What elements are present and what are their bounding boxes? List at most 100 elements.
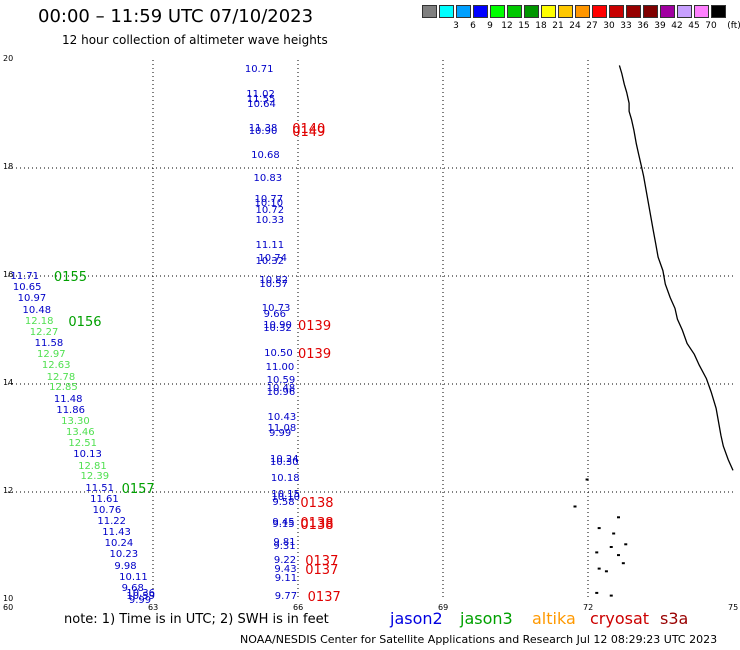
legend-label: 21 [552, 21, 564, 31]
wave-height-value: 10.48 [266, 383, 296, 395]
lon-tick-label: 66 [293, 603, 304, 612]
wave-height-value: 10.97 [17, 293, 47, 305]
wave-height-value: 10.15 [271, 488, 301, 500]
legend-swatch [677, 5, 692, 18]
wave-height-value: 10.64 [247, 98, 276, 110]
island [612, 532, 616, 535]
lat-tick-label: 18 [3, 162, 14, 171]
legend-swatch [609, 5, 624, 18]
wave-height-value: 10.73 [261, 303, 291, 315]
cycle-label: 0138 [300, 518, 334, 534]
legend-label: 3 [453, 21, 459, 31]
legend-swatch [711, 5, 726, 18]
legend-label: 70 [705, 21, 717, 31]
wave-height-value: 10.72 [255, 205, 285, 217]
wave-height-value: 10.10 [271, 491, 301, 503]
wave-height-value: 10.82 [259, 275, 288, 287]
wave-height-value: 11.11 [255, 240, 285, 252]
wave-height-value: 10.11 [119, 571, 148, 583]
wave-height-value: 10.57 [259, 278, 288, 290]
wave-height-value: 11.38 [248, 122, 278, 134]
wave-height-value: 11.61 [90, 493, 119, 505]
legend-swatch [524, 5, 539, 18]
wave-height-value: 10.71 [244, 63, 274, 75]
legend-label: 39 [654, 21, 666, 31]
lat-tick-label: 12 [3, 486, 14, 495]
wave-height-value: 10.23 [109, 549, 139, 561]
wave-height-value: 10.83 [253, 172, 283, 184]
island [597, 527, 601, 530]
wave-height-value: 12.39 [80, 471, 110, 483]
wave-height-value: 10.96 [266, 386, 296, 398]
legend-swatch [643, 5, 658, 18]
legend-swatch [456, 5, 471, 18]
satellite-name: jason3 [460, 609, 513, 628]
lon-tick-label: 72 [583, 603, 594, 612]
legend-label: 15 [518, 21, 530, 31]
wave-height-value: 9.81 [273, 537, 296, 549]
wave-height-value: 10.59 [266, 375, 296, 387]
wave-height-value: 10.10 [254, 198, 284, 210]
cycle-label: 0138 [300, 495, 334, 511]
wave-height-value: 9.66 [263, 308, 286, 320]
wave-height-value: 11.58 [34, 338, 64, 350]
wave-height-value: 12.51 [68, 437, 98, 449]
cycle-label: 0138 [300, 516, 334, 532]
lat-tick-label: 14 [3, 378, 14, 387]
wave-height-value: 9.77 [274, 590, 298, 602]
wave-height-value: 10.68 [251, 149, 280, 161]
cycle-label: 0156 [68, 314, 102, 330]
cycle-label: 0137 [305, 562, 339, 578]
wave-height-value: 9.15 [272, 519, 295, 531]
cycle-label: 0149 [292, 124, 326, 140]
wave-height-value: 10.36 [126, 587, 156, 599]
legend-unit: (ft) [727, 21, 740, 31]
wave-height-value: 10.65 [12, 282, 42, 294]
island [573, 505, 577, 508]
legend-label: 24 [569, 21, 581, 31]
legend-label: 30 [603, 21, 615, 31]
wave-height-value: 12.63 [41, 360, 71, 372]
wave-height-value: 10.30 [269, 457, 299, 469]
legend-swatch [558, 5, 573, 18]
island [617, 554, 620, 557]
cycle-label: 0137 [307, 589, 341, 605]
legend-label: 45 [688, 21, 700, 31]
cycle-label: 0139 [298, 347, 332, 363]
cycle-label: 0139 [298, 318, 332, 334]
lat-tick-label: 10 [3, 594, 14, 603]
wave-height-value: 11.86 [56, 405, 85, 416]
legend-swatch [507, 5, 522, 18]
wave-height-value: 10.48 [22, 304, 52, 316]
wave-height-value: 13.30 [61, 415, 90, 427]
legend-label: 36 [637, 21, 649, 31]
satellite-name: jason2 [390, 609, 443, 628]
wave-height-value: 12.78 [46, 371, 76, 383]
lon-tick-label: 75 [728, 603, 739, 612]
legend-swatch [541, 5, 556, 18]
cycle-label: 0140 [292, 121, 326, 137]
legend-label: 9 [487, 21, 493, 31]
island [617, 516, 620, 519]
legend-label: 6 [470, 21, 476, 31]
wave-height-value: 10.24 [269, 453, 299, 465]
lon-tick-label: 63 [148, 603, 159, 612]
legend-swatch [490, 5, 505, 18]
cycle-label: 0155 [53, 270, 87, 286]
wave-height-value: 10.50 [264, 348, 293, 360]
wave-height-value: 10.43 [267, 412, 297, 424]
legend-swatch [439, 5, 454, 18]
satellite-name: s3a [660, 609, 689, 628]
wave-height-value: 11.08 [267, 422, 297, 434]
wave-height-value: 9.99 [269, 427, 292, 439]
island [624, 543, 628, 546]
footnote: note: 1) Time is in UTC; 2) SWH is in fe… [64, 612, 329, 627]
wave-height-value: 12.81 [78, 460, 107, 472]
wave-height-value: 11.51 [85, 482, 114, 494]
lon-tick-label: 60 [3, 603, 14, 612]
wave-height-value: 9.22 [273, 554, 297, 566]
wave-height-value: 11.22 [97, 516, 127, 528]
cycle-label: 0157 [121, 481, 155, 497]
wave-height-value: 9.98 [114, 560, 137, 572]
island [595, 551, 599, 554]
